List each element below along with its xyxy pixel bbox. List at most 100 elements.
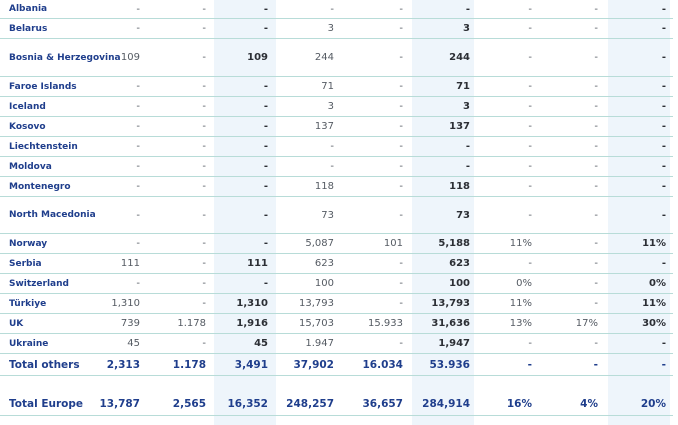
table-row: Moldova - - - - - - - - - [0, 157, 673, 177]
value-cell: - [528, 121, 532, 132]
value-cell: 1,947 [438, 338, 470, 349]
value-cell: 20% [640, 397, 666, 410]
value-cell: 101 [383, 238, 403, 249]
value-cell: - [661, 209, 666, 221]
value-cell: 16% [506, 397, 532, 410]
country-name: Bosnia & Herzegovina [9, 52, 121, 63]
value-cell: 11% [509, 298, 532, 309]
value-cell: 16,352 [227, 397, 268, 410]
value-cell: - [594, 278, 598, 289]
shaded-column [214, 0, 276, 425]
total-row: Total others 2,313 1.178 3,491 37,902 16.034 5… [0, 354, 673, 376]
value-cell: - [399, 3, 403, 15]
value-cell: - [136, 81, 140, 92]
value-cell: 100 [314, 278, 334, 289]
table-row: Belarus - - - 3 - 3 - - - [0, 19, 673, 39]
value-cell: - [594, 298, 598, 309]
value-cell: 5,188 [438, 238, 470, 249]
table-row: Bosnia & Herzegovina 109-109 244-244- - - [0, 39, 673, 77]
value-cell: - [136, 121, 140, 132]
value-cell: - [263, 23, 268, 34]
value-cell: - [528, 209, 532, 221]
value-cell: 3,491 [234, 358, 268, 371]
country-name: Iceland [9, 101, 46, 112]
value-cell: 36,657 [362, 397, 403, 410]
value-cell: - [661, 161, 666, 172]
table-row: Switzerland - - - 100 - 100 0% - 0% [0, 274, 673, 294]
value-cell: - [528, 3, 532, 15]
value-cell: - [263, 181, 268, 192]
value-cell: - [202, 298, 206, 309]
table-row: Serbia 111 - 111 623 - 623 - - - [0, 254, 673, 274]
country-name: Norway [9, 238, 48, 249]
value-cell: 45 [254, 338, 268, 349]
value-cell: - [202, 81, 206, 92]
value-cell: 0% [649, 278, 666, 289]
value-cell: 13,793 [299, 298, 334, 309]
value-cell: - [202, 3, 206, 15]
country-name: Total Europe [9, 397, 84, 410]
value-cell: - [202, 101, 206, 112]
value-cell: 11% [642, 238, 666, 249]
value-cell: 111 [247, 258, 268, 269]
value-cell: 1,916 [236, 318, 268, 329]
value-cell: - [399, 52, 403, 63]
value-cell: - [661, 23, 666, 34]
value-cell: - [528, 52, 532, 63]
value-cell: - [661, 3, 666, 15]
value-cell: - [136, 238, 140, 249]
value-cell: 0% [516, 278, 532, 289]
value-cell: 45 [127, 338, 140, 349]
value-cell: - [263, 3, 268, 15]
value-cell: 109 [247, 52, 268, 63]
country-name: Liechtenstein [9, 141, 78, 152]
value-cell: - [593, 358, 598, 371]
value-cell: - [330, 141, 334, 152]
country-name: Montenegro [9, 181, 71, 192]
value-cell: 11% [509, 238, 532, 249]
value-cell: - [202, 52, 206, 63]
value-cell: 37,902 [293, 358, 334, 371]
value-cell: - [202, 238, 206, 249]
country-name: North Macedonia [9, 210, 96, 220]
value-cell: - [594, 121, 598, 132]
value-cell: - [136, 209, 140, 221]
value-cell: - [263, 81, 268, 92]
value-cell: - [136, 181, 140, 192]
table-row: Albania - - - - - - - - - [0, 0, 673, 19]
value-cell: 623 [314, 258, 334, 269]
value-cell: - [465, 3, 470, 15]
country-name: Serbia [9, 258, 42, 269]
value-cell: - [136, 161, 140, 172]
value-cell: 100 [449, 278, 470, 289]
value-cell: - [594, 258, 598, 269]
country-name: Faroe Islands [9, 81, 77, 92]
value-cell: 13,787 [99, 397, 140, 410]
value-cell: - [465, 141, 470, 152]
value-cell: - [528, 338, 532, 349]
value-cell: 13% [509, 318, 532, 329]
value-cell: - [594, 338, 598, 349]
value-cell: 1.178 [172, 358, 206, 371]
value-cell: - [661, 121, 666, 132]
value-cell: - [202, 121, 206, 132]
value-cell: - [399, 209, 403, 221]
value-cell: - [399, 181, 403, 192]
value-cell: 73 [456, 209, 470, 221]
total-row: Total Europe 13,787 2,565 16,352 248,257 36,6… [0, 392, 673, 416]
table-row: Iceland - - - 3 - 3 - - - [0, 97, 673, 117]
value-cell: 31,636 [431, 318, 470, 329]
value-cell: - [528, 23, 532, 34]
value-cell: 30% [642, 318, 666, 329]
country-name: UK [9, 318, 24, 329]
value-cell: 244 [449, 52, 470, 63]
value-cell: 3 [463, 23, 470, 34]
value-cell: 5,087 [305, 238, 334, 249]
value-cell: 109 [120, 52, 140, 63]
value-cell: 1.947 [305, 338, 334, 349]
value-cell: 73 [321, 209, 334, 221]
value-cell: - [136, 101, 140, 112]
value-cell: - [202, 338, 206, 349]
value-cell: - [330, 161, 334, 172]
country-name: Ukraine [9, 338, 49, 349]
